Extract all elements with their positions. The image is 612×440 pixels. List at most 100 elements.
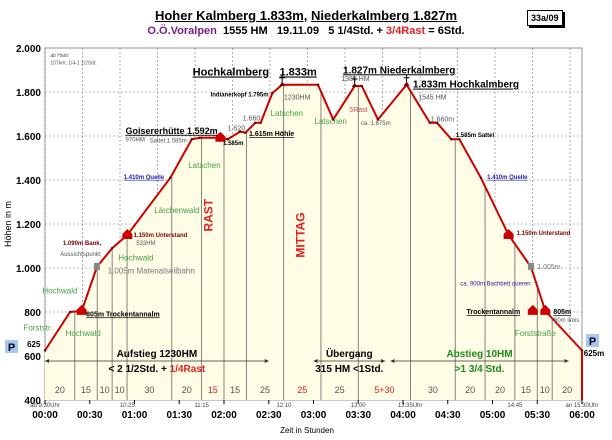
total-height: 1555 HM <box>223 25 268 37</box>
hut-icon <box>503 229 514 239</box>
annotation-label: Indianerkopf 1.795m <box>211 92 269 98</box>
annotation-label: 1.150m Unterstand <box>134 233 188 239</box>
hut-icon <box>122 229 133 239</box>
stage-duration: < 2 1/2Std. + 1/4Rast <box>109 364 206 375</box>
segment-minutes-label: 15 <box>208 385 218 395</box>
annotation-label: 1.410m Quelle <box>124 175 165 181</box>
segment-minutes-label: 15 <box>81 385 91 395</box>
clock-time-label: 14:45 <box>507 403 523 409</box>
segment-minutes-label: 20 <box>562 385 572 395</box>
clock-time-label: 10:25 <box>120 403 136 409</box>
segment-minutes-label: 20 <box>495 385 505 395</box>
profile-point <box>244 131 247 134</box>
annotation-label: 1.410m Quelle <box>487 175 528 181</box>
stage-duration: >1 3/4 Std. <box>455 364 505 375</box>
segment-minutes-label: 25 <box>297 385 307 395</box>
annotation-label: 1.090m Bank, <box>63 241 102 247</box>
x-tick-label: 03:30 <box>345 410 371 421</box>
hut-icon <box>527 304 538 315</box>
annotation-label: 1.833m <box>279 67 317 79</box>
x-tick-label: 01:00 <box>122 410 148 421</box>
annotation-label: 625m <box>584 349 604 358</box>
annotation-label: 805m Trockentannalm <box>86 311 160 318</box>
y-tick-label: 600 <box>24 352 41 363</box>
annotation-label: 970HM <box>126 138 145 144</box>
annotation-label: Hochkalmberg <box>193 67 269 79</box>
y-tick-label: 1.800 <box>16 88 41 99</box>
annotation-label: Trockentannalm <box>467 309 521 316</box>
annotation-label: 1.660m <box>431 117 455 124</box>
summit-marker-icon <box>403 81 410 86</box>
stage-title: Übergang <box>326 347 373 360</box>
y-axis-label: Höhen in m <box>3 201 13 247</box>
profile-line <box>44 83 583 352</box>
annotation-label: Goisererhütte 1.592m <box>126 126 218 136</box>
x-tick-label: 04:30 <box>435 410 461 421</box>
profile-point <box>169 176 172 179</box>
profile-point <box>580 349 584 352</box>
annotation-label: 1.585m <box>223 141 243 147</box>
parking-label: P <box>8 342 15 354</box>
profile-point <box>376 118 380 121</box>
date: 19.11.09 <box>276 25 320 37</box>
clock-time-label: an 15:30Uhr <box>565 403 598 409</box>
segment-minutes-label: 15 <box>521 385 531 395</box>
chart-subtitle: O.Ö.Voralpen 1555 HM 19.11.09 5 1/4Std. … <box>0 25 612 37</box>
annotation-label: 1.005m <box>537 264 561 271</box>
profile-point <box>254 121 257 125</box>
profile-point <box>360 84 364 88</box>
x-tick-label: 01:30 <box>166 410 192 421</box>
profile-point <box>316 83 320 86</box>
annotation-label: 1.620 <box>228 126 246 133</box>
segment-minutes-label: 10 <box>115 385 125 395</box>
annotation-label: Latschen <box>314 117 346 126</box>
annotation-label: 1.615m Höhle <box>249 131 294 138</box>
annotation-label: Latschen <box>271 109 303 118</box>
profile-point <box>190 138 193 141</box>
annotation-label: 1.660 <box>243 116 261 123</box>
segment-minutes-label: 20 <box>182 385 192 395</box>
annotation-label: 1545 HM <box>418 95 447 102</box>
y-tick-label: 1.000 <box>16 264 41 275</box>
summit-cross-icon <box>279 74 286 83</box>
clock-time-label: ab 9:30Uhr <box>30 403 60 409</box>
hut-icon <box>215 131 226 142</box>
profile-point <box>198 136 202 139</box>
stage-title: Abstieg 10HM <box>446 349 512 360</box>
x-tick-label: 03:00 <box>301 410 327 421</box>
hut-icon <box>76 304 87 315</box>
profile-point <box>238 130 242 133</box>
annotation-label: 1.585m Sattel <box>456 133 495 139</box>
annotation-label: Lärchenwald <box>154 206 199 215</box>
title-part-2: Niederkalmberg 1.827m <box>311 8 458 23</box>
annotation-label: Sattel 1.585m <box>150 139 187 145</box>
clock-time-label: 12:10 <box>276 403 292 409</box>
profile-point <box>43 349 47 352</box>
tour-number-badge: 33a/09 <box>527 10 563 26</box>
annotation-label: 533HM <box>136 241 155 247</box>
profile-point <box>458 138 461 141</box>
clock-time-label: 13:00 <box>351 403 367 409</box>
x-axis-label: Zeit in Stunden <box>280 426 334 435</box>
rest-time: 3/4Rast <box>386 25 426 37</box>
annotation-label: 805m <box>553 309 571 316</box>
parking-icon <box>586 334 599 347</box>
parking-icon <box>5 340 18 353</box>
annotation-label: 5Rast <box>349 107 367 114</box>
annotation-label: Latschen <box>188 161 220 170</box>
segment-minutes-label: 30 <box>144 385 154 395</box>
profile-point <box>226 138 229 141</box>
y-tick-label: 1.600 <box>16 132 41 143</box>
profile-point <box>68 310 72 314</box>
segment-minutes-label: 10 <box>100 385 110 395</box>
annotation-label: Forststraße <box>515 329 556 338</box>
cableway-icon <box>93 262 100 270</box>
profile-point <box>110 247 114 250</box>
summit-marker-icon <box>279 81 286 86</box>
x-tick-label: 05:00 <box>480 410 506 421</box>
clock-time-label: 13:35Uhr <box>398 403 423 409</box>
segment-minutes-label: 25 <box>260 385 270 395</box>
annotation-label: 1.150m Unterstand <box>517 231 571 237</box>
profile-point <box>450 138 453 141</box>
